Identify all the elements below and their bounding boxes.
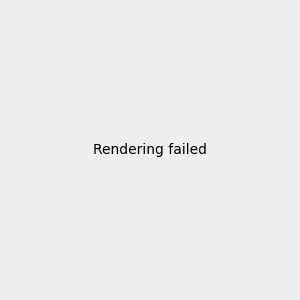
Text: Rendering failed: Rendering failed xyxy=(93,143,207,157)
